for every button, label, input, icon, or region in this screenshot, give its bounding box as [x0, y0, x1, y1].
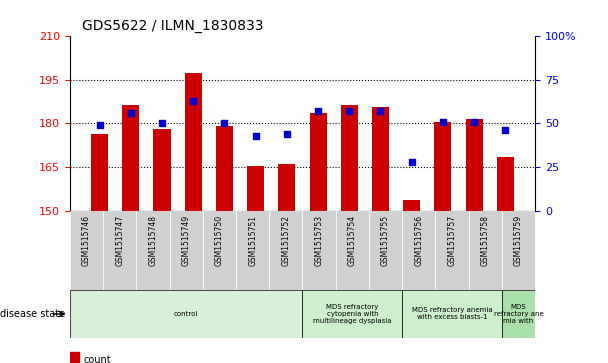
Text: GSM1515757: GSM1515757	[447, 215, 457, 266]
Point	[188, 98, 198, 104]
FancyBboxPatch shape	[70, 211, 103, 290]
Text: GSM1515750: GSM1515750	[215, 215, 224, 266]
Point	[376, 108, 385, 114]
Text: GSM1515746: GSM1515746	[82, 215, 91, 266]
Text: MDS refractory
cytopenia with
multilineage dysplasia: MDS refractory cytopenia with multilinea…	[313, 304, 392, 324]
FancyBboxPatch shape	[302, 211, 336, 290]
Point	[157, 121, 167, 126]
Text: count: count	[83, 355, 111, 363]
FancyBboxPatch shape	[103, 211, 136, 290]
Text: MDS refractory anemia
with excess blasts-1: MDS refractory anemia with excess blasts…	[412, 307, 492, 321]
Text: GSM1515759: GSM1515759	[514, 215, 523, 266]
FancyBboxPatch shape	[369, 211, 402, 290]
Text: GSM1515756: GSM1515756	[414, 215, 423, 266]
Text: GSM1515753: GSM1515753	[314, 215, 323, 266]
FancyBboxPatch shape	[170, 211, 203, 290]
Bar	[153, 129, 171, 211]
Point	[344, 108, 354, 114]
FancyBboxPatch shape	[469, 211, 502, 290]
Text: GSM1515758: GSM1515758	[481, 215, 489, 265]
Bar	[216, 126, 233, 211]
Text: disease state: disease state	[0, 309, 65, 319]
Text: GSM1515749: GSM1515749	[182, 215, 191, 266]
Bar	[434, 122, 452, 211]
FancyBboxPatch shape	[302, 290, 402, 338]
Point	[438, 119, 447, 125]
Text: GSM1515748: GSM1515748	[148, 215, 157, 265]
FancyBboxPatch shape	[269, 211, 302, 290]
Bar	[278, 164, 295, 211]
Text: GDS5622 / ILMN_1830833: GDS5622 / ILMN_1830833	[82, 19, 264, 33]
Bar	[122, 105, 139, 211]
FancyBboxPatch shape	[435, 211, 469, 290]
Point	[95, 122, 105, 128]
FancyBboxPatch shape	[502, 211, 535, 290]
FancyBboxPatch shape	[70, 290, 302, 338]
Point	[282, 131, 292, 137]
FancyBboxPatch shape	[203, 211, 236, 290]
Point	[407, 159, 416, 165]
Point	[469, 119, 479, 125]
Point	[500, 127, 510, 133]
FancyBboxPatch shape	[336, 211, 369, 290]
Text: control: control	[174, 311, 198, 317]
FancyBboxPatch shape	[402, 290, 502, 338]
Text: GSM1515751: GSM1515751	[248, 215, 257, 265]
Text: GSM1515755: GSM1515755	[381, 215, 390, 266]
FancyBboxPatch shape	[236, 211, 269, 290]
FancyBboxPatch shape	[136, 211, 170, 290]
FancyBboxPatch shape	[502, 290, 535, 338]
Bar	[247, 166, 264, 211]
Bar	[497, 157, 514, 211]
Bar	[309, 113, 326, 211]
Bar	[340, 105, 358, 211]
Bar	[185, 73, 202, 211]
Text: GSM1515754: GSM1515754	[348, 215, 357, 266]
Bar	[403, 200, 420, 211]
Text: GSM1515747: GSM1515747	[116, 215, 124, 266]
Text: GSM1515752: GSM1515752	[282, 215, 291, 265]
Bar	[91, 134, 108, 211]
Text: MDS
refractory ane
mia with: MDS refractory ane mia with	[494, 304, 544, 324]
Point	[219, 121, 229, 126]
Point	[251, 133, 261, 139]
Bar	[372, 107, 389, 211]
Bar	[70, 352, 79, 363]
FancyBboxPatch shape	[402, 211, 435, 290]
Point	[313, 108, 323, 114]
Point	[126, 110, 136, 116]
Bar	[466, 119, 483, 211]
